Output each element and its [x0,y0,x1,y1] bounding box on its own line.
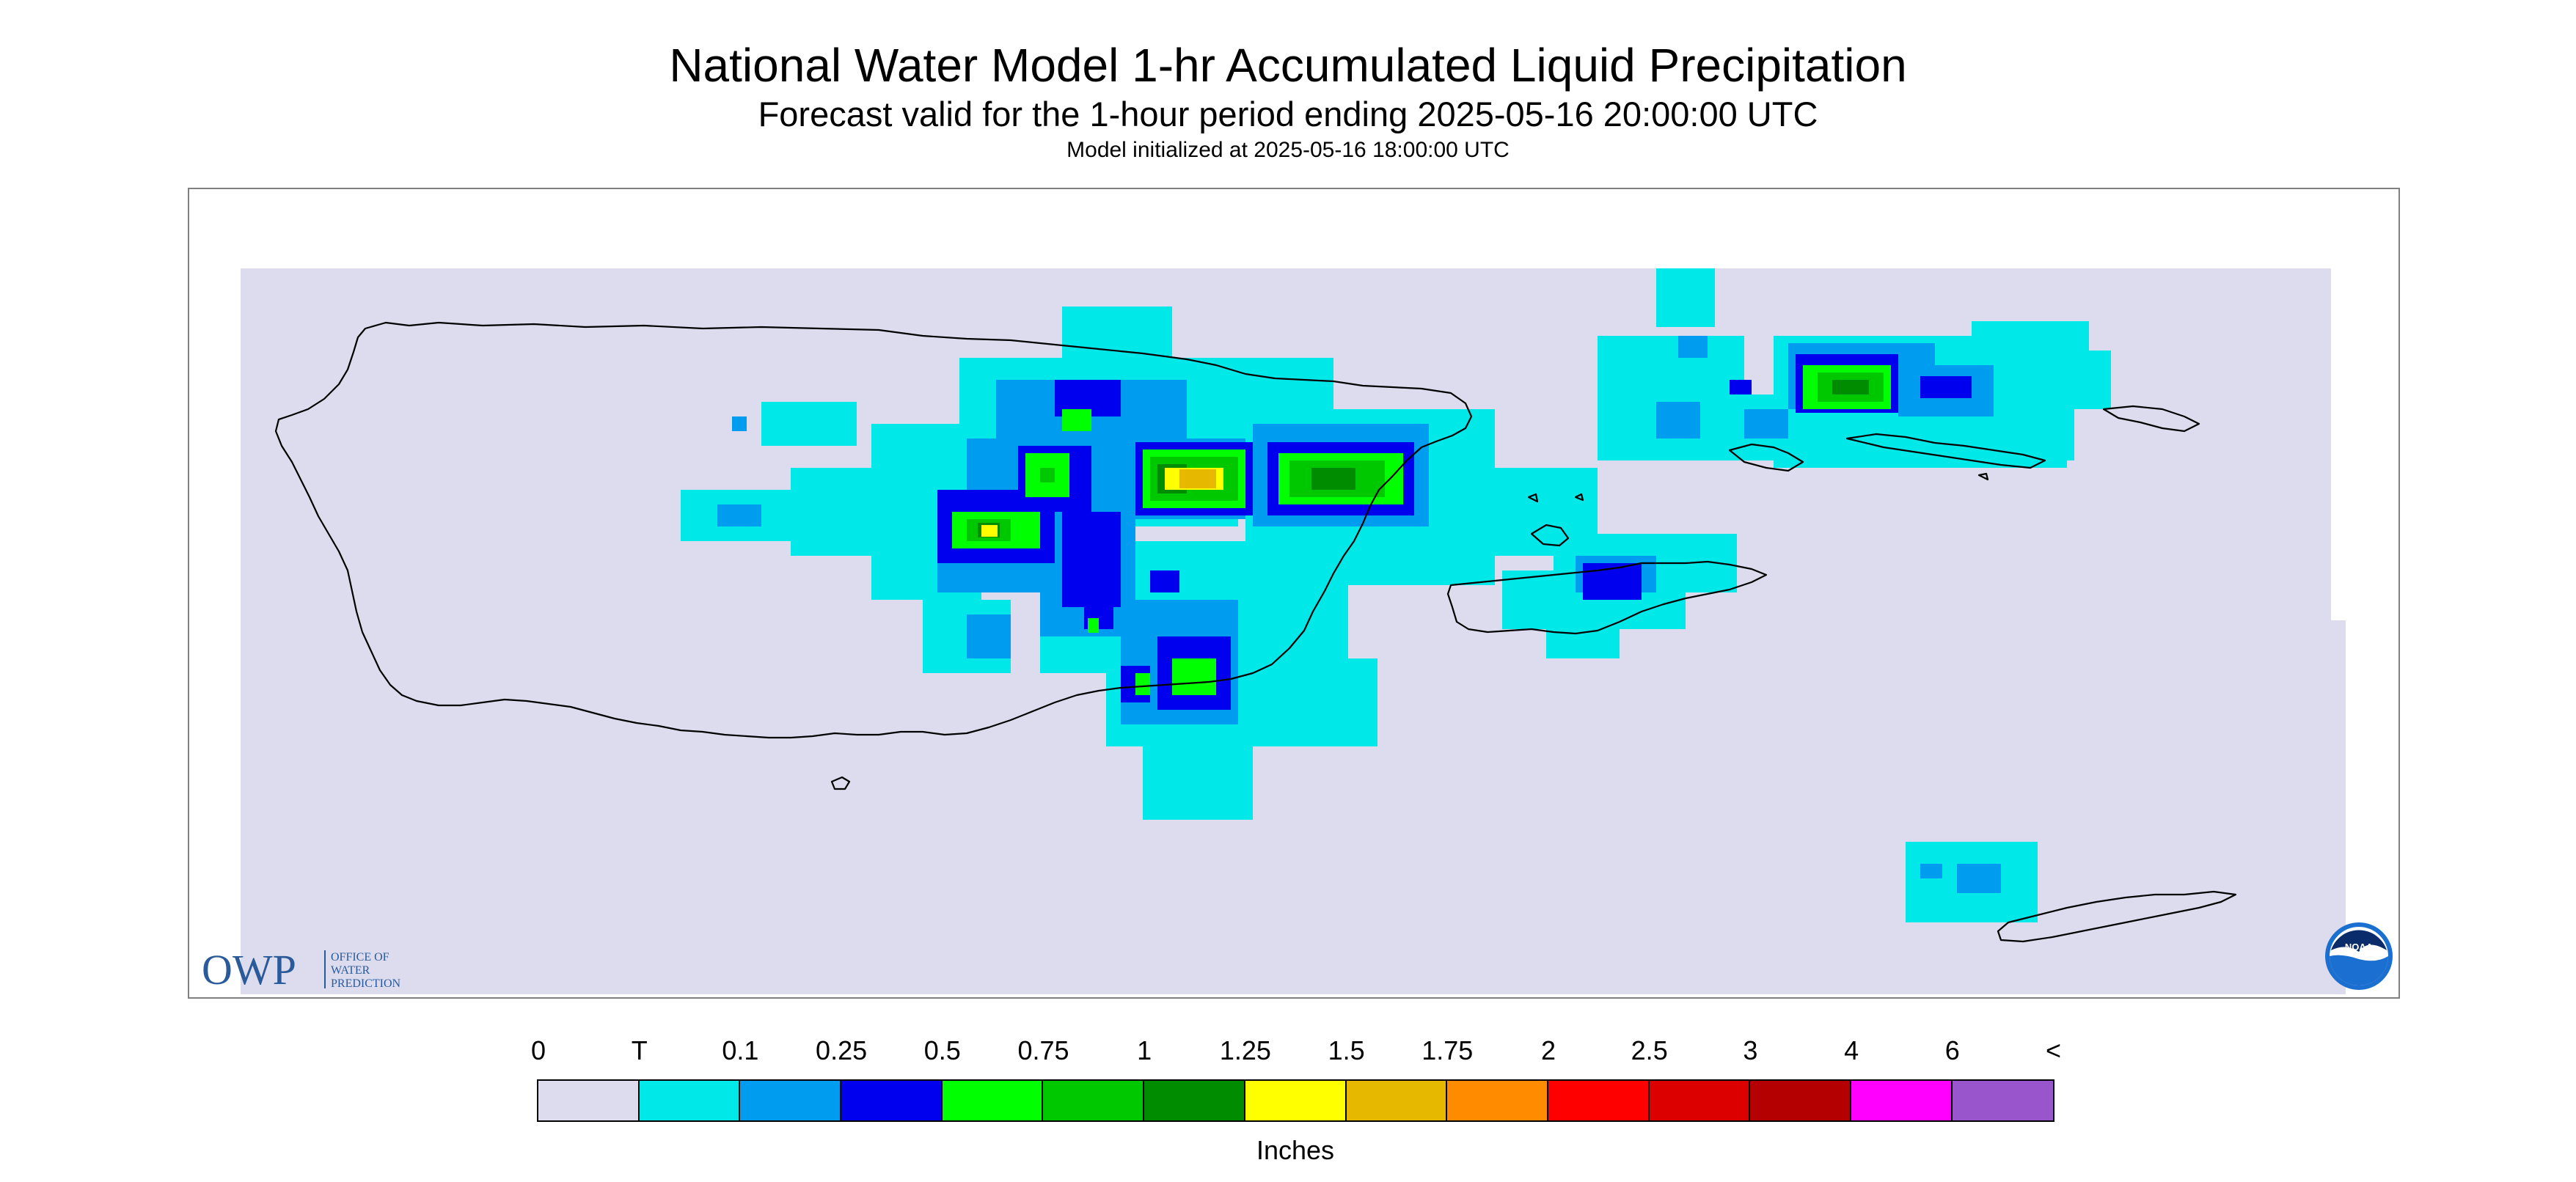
precip-1.5-areas [1179,469,1216,488]
precipitation-legend: 0 T 0.1 0.25 0.5 0.75 1 1.25 1.5 1.75 2 2.5 3 4 6 < Inc… [531,1035,2061,1182]
model-init-line: Model initialized at 2025-05-16 18:00:00… [1066,138,1510,162]
legend-tick-label: 1.75 [1421,1035,1474,1065]
coastline-st-croix [1997,890,2237,943]
coastline-st-thomas [1728,443,1804,472]
owp-letters: OWP [202,946,296,991]
legend-tick-label: T [631,1035,648,1065]
legend-tick-label: 6 [1944,1035,1960,1065]
owp-logo: OWP OFFICE OF WATER PREDICTION [202,946,444,994]
owp-name-line-2: WATER [331,964,370,977]
coastline-puerto-rico [274,321,1473,739]
legend-tick-label: 2.5 [1631,1035,1668,1065]
legend-swatch-1 [639,1081,741,1120]
map-title: National Water Model 1-hr Accumulated Li… [669,39,1907,92]
map-canvas [241,268,2346,994]
coastline-british-vi [2102,405,2200,433]
legend-swatch-12 [1750,1081,1851,1120]
legend-tick-label: 2 [1540,1035,1556,1065]
legend-tick-label: 3 [1743,1035,1758,1065]
owp-name-line-3: PREDICTION [331,977,401,990]
legend-swatch-8 [1346,1081,1448,1120]
legend-swatch-5 [1043,1081,1145,1120]
domain-background-notch [2331,268,2346,620]
legend-tick-label: 0.75 [1017,1035,1069,1065]
legend-tick-label: 0.1 [722,1035,759,1065]
precip-1.0-areas [978,380,1869,537]
legend-tick-label: < [2045,1035,2062,1065]
legend-swatch-0 [538,1081,640,1120]
noaa-text: NOAA [2345,941,2374,952]
legend-swatch-14 [1952,1081,2054,1120]
noaa-logo: NOAA [2324,921,2394,991]
legend-tick-label: 4 [1844,1035,1859,1065]
legend-units: Inches [1256,1135,1335,1165]
legend-tick-label: 1 [1137,1035,1152,1065]
legend-tick-label: 0 [530,1035,546,1065]
coastline-culebra [1530,524,1570,547]
legend-tick-label: 0.5 [923,1035,961,1065]
coastline-small-islet-2 [1574,493,1584,502]
legend-swatch-4 [942,1081,1044,1120]
legend-tick-label: 0.25 [816,1035,868,1065]
legend-swatch-7 [1245,1081,1347,1120]
legend-swatch-11 [1649,1081,1751,1120]
legend-color-bar [537,1079,2055,1122]
coastline-mona-island [830,776,851,790]
legend-tick-label: 1.5 [1328,1035,1365,1065]
precipitation-map[interactable] [188,188,2400,999]
noaa-logo-graphic: NOAA [2325,922,2393,990]
legend-swatch-6 [1144,1081,1245,1120]
legend-swatch-13 [1851,1081,1953,1120]
legend-swatch-3 [841,1081,943,1120]
coastlines [274,321,2237,943]
coastline-small-islet-3 [1977,472,1989,481]
coastline-st-john [1845,433,2046,469]
coastline-small-islet [1527,493,1539,503]
legend-swatch-10 [1548,1081,1650,1120]
coastline-vieques [1446,560,1768,635]
legend-swatch-9 [1447,1081,1548,1120]
legend-swatch-2 [740,1081,842,1120]
owp-logo-graphic: OWP OFFICE OF WATER PREDICTION [202,946,401,994]
forecast-valid-subtitle: Forecast valid for the 1-hour period end… [758,95,1818,133]
owp-name-line-1: OFFICE OF [331,951,389,963]
legend-tick-label: 1.25 [1219,1035,1271,1065]
